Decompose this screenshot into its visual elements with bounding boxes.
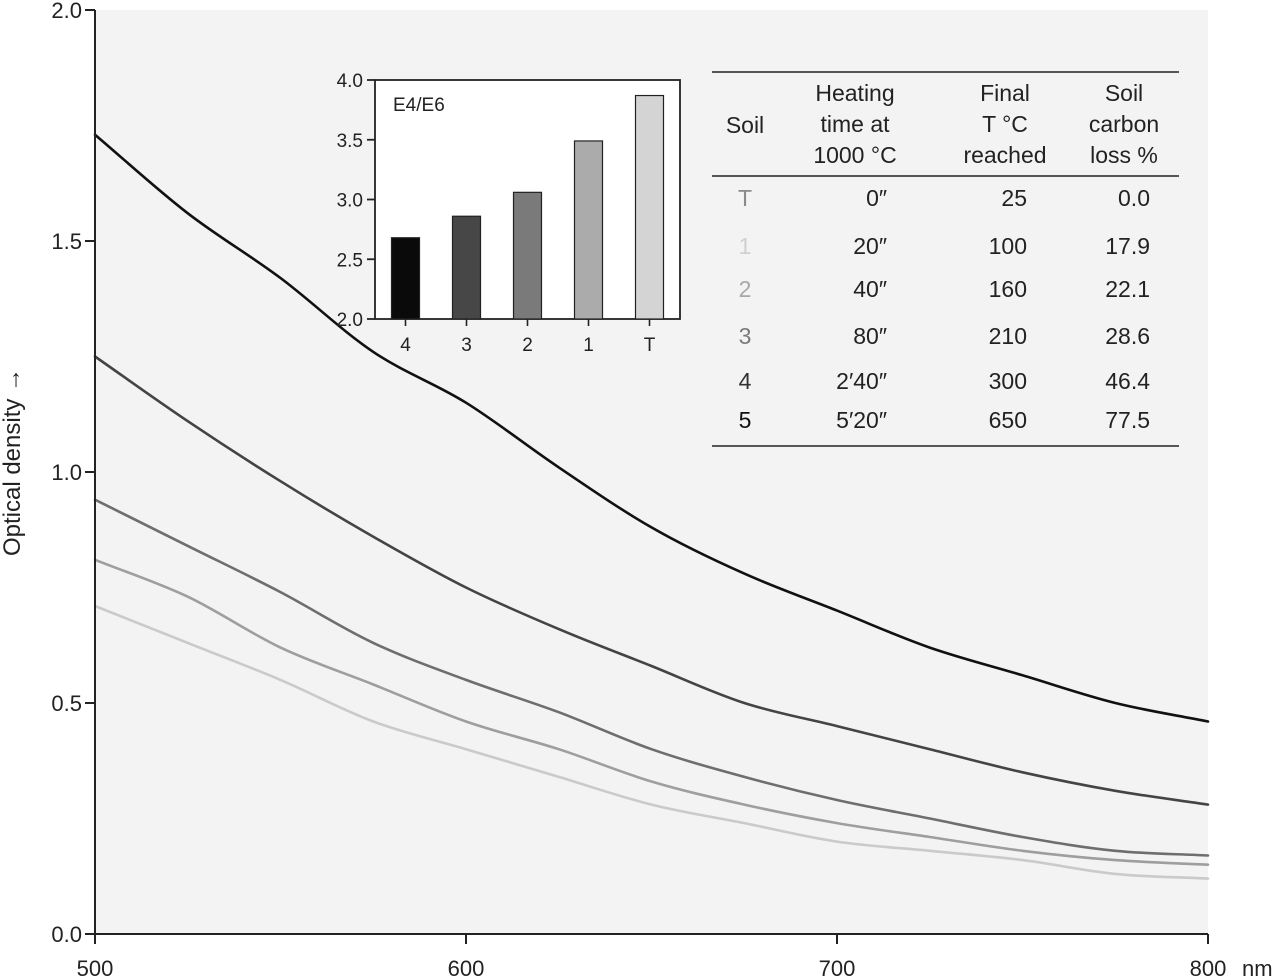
optical-density-figure: 0.0 0.5 1.0 1.5 2.0 500 600 700 800 nm Optical den… <box>0 0 1280 979</box>
table-cell-loss: 28.6 <box>1105 323 1150 349</box>
inset-y-tick-label: 2.5 <box>337 250 363 271</box>
inset-x-tick-label: 4 <box>400 335 411 356</box>
inset-x-tick-label: 2 <box>522 335 533 356</box>
table-column-header: carbon <box>1089 111 1159 137</box>
inset-bar-2 <box>514 192 542 319</box>
table-cell-time: 0″ <box>866 185 887 211</box>
inset-y-tick-label: 3.5 <box>337 131 363 152</box>
table-cell-time: 5′20″ <box>836 407 887 433</box>
table-column-header: Soil <box>726 112 764 138</box>
x-axis-label: nm <box>1242 956 1273 979</box>
x-tick-label: 800 <box>1190 956 1227 979</box>
table-column-header: time at <box>820 111 890 137</box>
y-tick-label: 2.0 <box>51 0 82 23</box>
table-column-header: Heating <box>815 80 894 106</box>
inset-y-tick-label: 2.0 <box>337 310 363 331</box>
table-cell-loss: 77.5 <box>1105 407 1150 433</box>
inset-bar-3 <box>453 216 481 319</box>
table-cell-soil: 3 <box>739 323 752 349</box>
inset-y-tick-label: 4.0 <box>337 71 363 92</box>
table-column-header: 1000 °C <box>813 142 896 168</box>
table-cell-soil: 4 <box>739 368 752 394</box>
x-tick-label: 600 <box>448 956 485 979</box>
table-cell-loss: 0.0 <box>1118 185 1150 211</box>
inset-x-tick-label: T <box>644 335 656 356</box>
table-cell-time: 80″ <box>853 323 887 349</box>
inset-y-tick-label: 3.0 <box>337 191 363 212</box>
table-cell-time: 40″ <box>853 276 887 302</box>
table-column-header: Final <box>980 80 1030 106</box>
x-tick-label: 500 <box>77 956 114 979</box>
inset-bar-chart: E4/E6 2.0 2.5 3.0 3.5 4.0 4 3 2 1 T <box>337 71 680 356</box>
table-cell-soil: 1 <box>739 233 752 259</box>
table-cell-temp: 160 <box>989 276 1027 302</box>
table-column-header: Soil <box>1105 80 1143 106</box>
inset-x-tick-label: 3 <box>461 335 472 356</box>
table-cell-temp: 650 <box>989 407 1027 433</box>
table-cell-loss: 46.4 <box>1105 368 1150 394</box>
table-cell-temp: 300 <box>989 368 1027 394</box>
inset-bar-1 <box>575 141 603 319</box>
table-cell-temp: 25 <box>1001 185 1027 211</box>
inset-bar-4 <box>392 238 420 319</box>
table-cell-temp: 100 <box>989 233 1027 259</box>
table-cell-temp: 210 <box>989 323 1027 349</box>
table-cell-soil: 5 <box>739 407 752 433</box>
x-tick-label: 700 <box>819 956 856 979</box>
table-column-header: reached <box>963 142 1046 168</box>
table-cell-loss: 22.1 <box>1105 276 1150 302</box>
y-axis-label: Optical density → <box>0 368 26 556</box>
y-tick-label: 0.0 <box>51 922 82 947</box>
table-cell-loss: 17.9 <box>1105 233 1150 259</box>
inset-bar-T <box>636 96 664 319</box>
y-tick-label: 1.5 <box>51 229 82 254</box>
inset-title: E4/E6 <box>393 95 445 116</box>
table-column-header: loss % <box>1090 142 1158 168</box>
table-cell-soil: 2 <box>739 276 752 302</box>
inset-x-tick-label: 1 <box>583 335 594 356</box>
table-cell-time: 2′40″ <box>836 368 887 394</box>
table-column-header: T °C <box>982 111 1028 137</box>
table-cell-time: 20″ <box>853 233 887 259</box>
table-cell-soil: T <box>738 185 752 211</box>
y-tick-label: 1.0 <box>51 460 82 485</box>
y-tick-label: 0.5 <box>51 691 82 716</box>
